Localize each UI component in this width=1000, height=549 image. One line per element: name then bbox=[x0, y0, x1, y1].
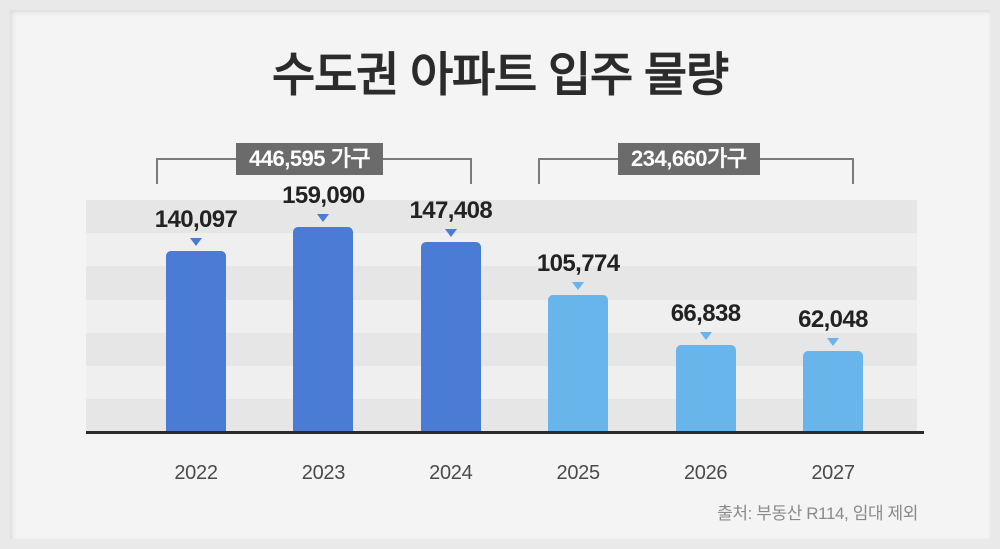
bar-marker-2022 bbox=[190, 238, 202, 247]
x-axis-tick-2025: 2025 bbox=[556, 462, 601, 484]
grid-band bbox=[86, 200, 917, 234]
bar-2024[interactable] bbox=[420, 241, 481, 431]
bar-value-label-2026: 66,838 bbox=[670, 300, 741, 328]
bar-value-label-2025: 105,774 bbox=[536, 250, 620, 278]
x-axis-tick-2024: 2024 bbox=[429, 462, 473, 484]
x-axis-tick-2026: 2026 bbox=[683, 462, 728, 484]
bar-2027[interactable] bbox=[803, 351, 863, 431]
bar-marker-2027 bbox=[827, 338, 839, 347]
bar-marker-2024 bbox=[444, 228, 457, 237]
group-total-badge-first: 446,595 가구 bbox=[236, 143, 384, 175]
x-axis-tick-2027: 2027 bbox=[811, 462, 855, 484]
bar-marker-2025 bbox=[572, 282, 585, 291]
group-total-badge-second: 234,660가구 bbox=[618, 143, 760, 175]
bar-2025[interactable] bbox=[548, 295, 609, 431]
bar-value-label-2022: 140,097 bbox=[154, 206, 238, 234]
x-axis-tick-2023: 2023 bbox=[301, 462, 346, 484]
source-note: 출처: 부동산 R114, 임대 제외 bbox=[717, 504, 918, 523]
bar-2023[interactable] bbox=[293, 226, 354, 431]
chart-canvas: 수도권 아파트 입주 물량 446,595 가구 234,660가구 출처: 부… bbox=[10, 10, 990, 539]
x-axis-tick-2022: 2022 bbox=[174, 462, 218, 484]
bar-value-label-2024: 147,408 bbox=[409, 196, 493, 224]
bar-marker-2026 bbox=[699, 332, 712, 341]
bar-value-label-2023: 159,090 bbox=[282, 181, 365, 209]
bar-group bbox=[86, 200, 924, 431]
page-title: 수도권 아파트 입주 물량 bbox=[272, 48, 729, 101]
bar-marker-2023 bbox=[317, 213, 330, 222]
bar-2022[interactable] bbox=[166, 251, 226, 431]
bar-value-label-2027: 62,048 bbox=[798, 306, 868, 334]
x-axis-line bbox=[86, 431, 924, 434]
bar-2026[interactable] bbox=[675, 345, 736, 431]
